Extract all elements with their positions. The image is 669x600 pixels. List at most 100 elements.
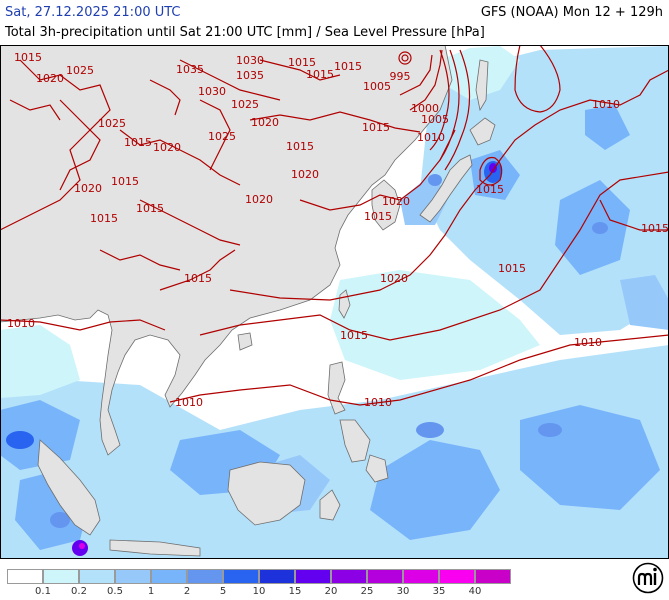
java (109, 539, 201, 557)
isobar-1010-west (0, 319, 166, 331)
isobar-1020-pacific (514, 45, 561, 113)
isobar-label: 1015 (306, 68, 334, 81)
isobar-low-center (398, 51, 412, 65)
legend-color-box (403, 569, 439, 584)
legend-tick-label: 30 (396, 586, 410, 597)
valid-time-text: Sat, 27.12.2025 21:00 UTC (5, 5, 181, 20)
sumatra (37, 439, 101, 536)
japan-hokkaido (469, 117, 496, 146)
precip-spot-10 (428, 174, 442, 186)
hainan (237, 332, 253, 351)
isobar-label: 1020 (153, 141, 181, 154)
isobar-label: 1020 (245, 193, 273, 206)
precip-patch-7 (585, 105, 630, 150)
land-layer (0, 45, 496, 557)
isobar-label: 1015 (111, 175, 139, 188)
legend-tick-label: 1 (147, 586, 155, 597)
isobar-label: 1005 (363, 80, 391, 93)
legend-color-box (367, 569, 403, 584)
precip-patch-10 (620, 275, 669, 330)
legend-tick-label: 10 (252, 586, 266, 597)
legend-tick-label: 0.1 (35, 586, 51, 597)
isobar-label: 1010 (592, 98, 620, 111)
isobar-label: 1020 (380, 272, 408, 285)
precip-spot-6 (489, 163, 497, 173)
precip-patch-1 (0, 400, 80, 470)
precip-spot-8 (79, 543, 85, 549)
isobar-inland-3 (119, 129, 241, 186)
isobar-label: 1020 (291, 168, 319, 181)
legend-tick-label: 2 (183, 586, 191, 597)
legend-tick-label: 40 (468, 586, 482, 597)
legend-color-box (187, 569, 223, 584)
isobar-label: 1015 (362, 121, 390, 134)
isobar-lines (0, 45, 669, 406)
isobar-low-ring-3 (444, 49, 471, 171)
precip-spot-4 (538, 423, 562, 437)
isobar-label: 1025 (66, 64, 94, 77)
legend-color-box (223, 569, 259, 584)
precip-spot-3 (416, 422, 444, 438)
isobar-label-group: 1015 1025 1020 1035 1030 1035 1015 1015 … (7, 51, 669, 409)
isobar-label: 1015 (334, 60, 362, 73)
precipitation-layer (0, 46, 669, 559)
isobar-label: 1010 (175, 396, 203, 409)
model-run-text: GFS (NOAA) Mon 12 + 129h (480, 5, 663, 20)
isobar-1000 (409, 49, 443, 111)
isobar-label: 1030 (198, 85, 226, 98)
legend-color-box (151, 569, 187, 584)
legend-tick-label: 25 (360, 586, 374, 597)
isobar-1020-east (229, 69, 669, 301)
isobar-inland-5 (179, 59, 281, 101)
isobar-inland-9 (9, 99, 61, 121)
legend-tick-label: 20 (324, 586, 338, 597)
isobar-1010-east-pacific (599, 199, 669, 231)
legend-color-box (43, 569, 79, 584)
isobar-label: 1020 (251, 116, 279, 129)
legend-tick-label: 35 (432, 586, 446, 597)
legend-color-box (475, 569, 511, 584)
isobar-label: 1015 (286, 140, 314, 153)
sakhalin (475, 59, 489, 112)
isobar-label: 1010 (574, 336, 602, 349)
legend-color-box (259, 569, 295, 584)
isobar-label: 1030 (236, 54, 264, 67)
isobar-label: 1015 (136, 202, 164, 215)
isobar-label: 1010 (364, 396, 392, 409)
legend-color-box (115, 569, 151, 584)
weather-map: 1015 1025 1020 1035 1030 1035 1015 1015 … (0, 45, 669, 559)
isobar-low-ring-1 (429, 49, 450, 151)
isobar-label: 1010 (417, 131, 445, 144)
legend-color-box (7, 569, 43, 584)
map-description-text: Total 3h-precipitation until Sat 21:00 U… (5, 25, 485, 40)
borneo (227, 461, 306, 526)
isobar-inland-8 (99, 249, 181, 271)
isobar-label: 1015 (288, 56, 316, 69)
legend-color-box (79, 569, 115, 584)
isobar-label: 1015 (90, 212, 118, 225)
asia-mainland (0, 45, 453, 456)
precip-spot-1 (6, 431, 34, 449)
isobar-1015-japan-low (479, 156, 503, 186)
legend-color-box (295, 569, 331, 584)
isobar-label: 1015 (476, 183, 504, 196)
isobar-label: 1010 (7, 317, 35, 330)
isobar-inland-4 (139, 199, 241, 246)
isobar-label: 1020 (382, 195, 410, 208)
isobar-inland-7 (259, 59, 341, 81)
isobar-inland-6 (199, 99, 231, 171)
isobar-label: 1000 (411, 102, 439, 115)
isobar-label: 1035 (176, 63, 204, 76)
precip-spot-9 (592, 222, 608, 234)
legend-tick-label: 0.2 (71, 586, 87, 597)
sulawesi (319, 489, 341, 521)
precip-field-south (0, 345, 669, 559)
isobar-1010-south (169, 334, 669, 406)
isobar-low-center-2 (401, 54, 409, 62)
philippines-south (339, 419, 371, 463)
precip-field-central (330, 270, 540, 380)
isobar-inland-10 (149, 79, 181, 116)
isobar-label: 1025 (98, 117, 126, 130)
luzon (327, 361, 346, 415)
precip-spot-2 (50, 512, 70, 528)
